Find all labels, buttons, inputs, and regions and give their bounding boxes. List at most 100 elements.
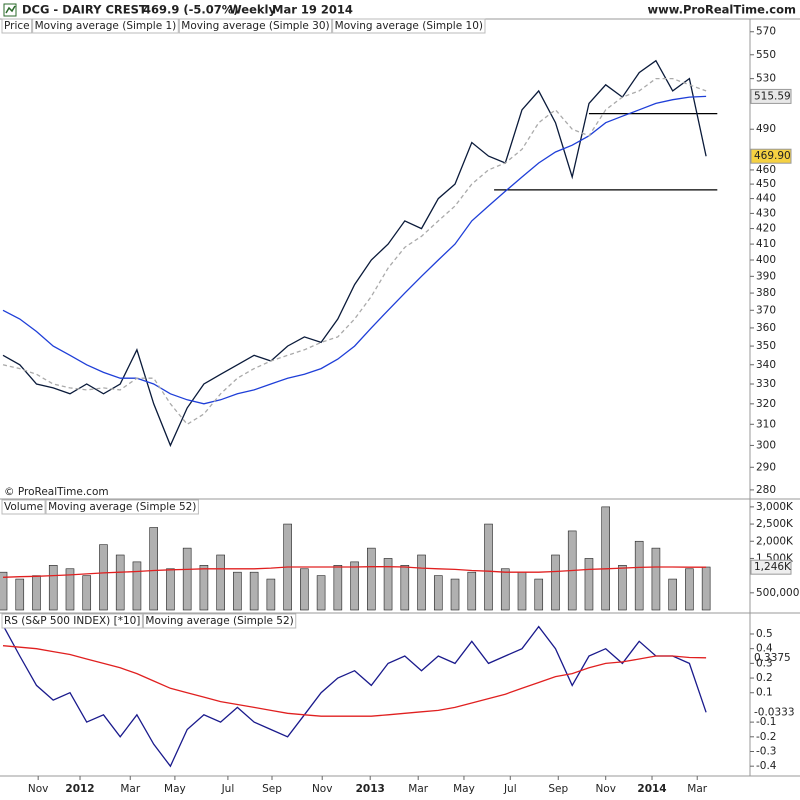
x-tick-label: 2013 bbox=[356, 783, 385, 795]
x-tick-label: 2014 bbox=[637, 783, 666, 795]
y-tick-label: 340 bbox=[756, 359, 776, 371]
volume-bar bbox=[618, 565, 627, 611]
series-line bbox=[2, 77, 707, 426]
plot bbox=[2, 59, 718, 448]
x-tick-label: Mar bbox=[120, 783, 140, 795]
volume-bar bbox=[65, 568, 75, 611]
legend-box bbox=[32, 18, 179, 34]
volume-bar bbox=[383, 558, 393, 611]
volume-bar bbox=[182, 547, 192, 611]
value-label: 515.59 bbox=[754, 90, 791, 102]
y-tick-label: -0.2 bbox=[756, 731, 777, 743]
volume-bar bbox=[367, 547, 376, 611]
volume-bar bbox=[450, 578, 460, 611]
legend-entry: Moving average (Simple 10) bbox=[335, 20, 483, 32]
legend-entry: Price bbox=[4, 20, 30, 32]
x-tick-label: Nov bbox=[312, 783, 333, 795]
legend-box bbox=[1, 613, 143, 629]
y-tick-label: 2,000K bbox=[756, 535, 794, 547]
value-label: 0.3375 bbox=[754, 652, 791, 664]
y-tick-label: 360 bbox=[756, 322, 776, 334]
value-label-box bbox=[750, 88, 792, 104]
x-tick-label: Mar bbox=[687, 783, 707, 795]
x-tick-label: Nov bbox=[595, 783, 616, 795]
y-tick-label: 0.2 bbox=[756, 672, 773, 684]
series-line bbox=[2, 645, 707, 717]
series-line bbox=[2, 59, 707, 448]
volume-bar bbox=[48, 565, 58, 611]
x-tick-label: Jul bbox=[503, 783, 517, 795]
y-tick-label: 430 bbox=[756, 207, 776, 219]
volume-bar bbox=[32, 575, 41, 611]
volume-bar bbox=[166, 568, 175, 611]
legend-entry: Moving average (Simple 52) bbox=[145, 615, 293, 627]
volume-bar bbox=[15, 578, 25, 611]
y-tick-label: -0.1 bbox=[756, 716, 777, 728]
period: Weekly bbox=[229, 3, 276, 17]
y-tick-label: 380 bbox=[756, 287, 776, 299]
x-tick-label: Sep bbox=[262, 783, 282, 795]
volume-bar bbox=[149, 527, 158, 611]
x-tick-label: Nov bbox=[28, 783, 49, 795]
value-label-box bbox=[750, 559, 792, 575]
legend-entry: Moving average (Simple 52) bbox=[48, 501, 196, 513]
x-tick-label: Sep bbox=[548, 783, 568, 795]
y-tick-label: 350 bbox=[756, 340, 776, 352]
y-tick-label: 310 bbox=[756, 418, 776, 430]
value-label: -0.0333 bbox=[754, 706, 795, 718]
y-tick-label: 300 bbox=[756, 439, 776, 451]
legend-entry: Volume bbox=[4, 501, 43, 513]
y-tick-label: 390 bbox=[756, 270, 776, 282]
legend-box bbox=[45, 499, 199, 515]
y-tick-label: 570 bbox=[756, 26, 776, 38]
y-tick-label: 500,000 bbox=[756, 587, 799, 599]
last-price: 469.9 (-5.07%) bbox=[143, 3, 239, 17]
y-tick-label: 550 bbox=[756, 49, 776, 61]
volume-bar bbox=[484, 523, 493, 611]
logo-mark bbox=[5, 5, 16, 14]
volume-bar bbox=[132, 561, 142, 611]
series-line bbox=[2, 566, 707, 578]
volume-bar bbox=[668, 578, 677, 611]
volume-bar bbox=[266, 578, 276, 611]
y-tick-label: 400 bbox=[756, 254, 776, 266]
y-tick-label: 0.3 bbox=[756, 657, 773, 669]
volume-bar bbox=[417, 554, 426, 611]
volume-bar bbox=[333, 565, 343, 611]
y-tick-label: -0.3 bbox=[756, 745, 777, 757]
date: Mar 19 2014 bbox=[272, 3, 353, 17]
volume-bar bbox=[467, 571, 477, 611]
volume-bar bbox=[517, 571, 527, 611]
y-tick-label: 490 bbox=[756, 123, 776, 135]
y-tick-label: 280 bbox=[756, 484, 776, 496]
volume-bar bbox=[199, 565, 209, 611]
plot bbox=[2, 624, 707, 768]
site: www.ProRealTime.com bbox=[647, 3, 796, 17]
volume-bar bbox=[500, 568, 510, 611]
y-tick-label: 0.4 bbox=[756, 643, 773, 655]
y-tick-label: 0.5 bbox=[756, 628, 773, 640]
legend-box bbox=[178, 18, 333, 34]
y-tick-label: 2,500K bbox=[756, 518, 794, 530]
y-tick-label: -0.4 bbox=[756, 760, 777, 772]
copyright: © ProRealTime.com bbox=[4, 486, 109, 498]
legend-box bbox=[1, 499, 46, 515]
volume-bar bbox=[300, 568, 309, 611]
y-tick-label: 530 bbox=[756, 73, 776, 85]
volume-bar bbox=[82, 575, 92, 611]
x-tick-label: 2012 bbox=[65, 783, 94, 795]
y-tick-label: 290 bbox=[756, 461, 776, 473]
legend-box bbox=[142, 613, 297, 629]
volume-bar bbox=[634, 540, 644, 611]
y-tick-label: 3,000K bbox=[756, 501, 794, 513]
volume-bar bbox=[433, 575, 443, 611]
y-tick-label: 460 bbox=[756, 164, 776, 176]
volume-bar bbox=[249, 571, 259, 611]
value-label-box bbox=[750, 148, 792, 164]
series-line bbox=[2, 624, 707, 768]
y-tick-label: 450 bbox=[756, 178, 776, 190]
x-tick-label: May bbox=[164, 783, 186, 795]
y-tick-label: 370 bbox=[756, 304, 776, 316]
